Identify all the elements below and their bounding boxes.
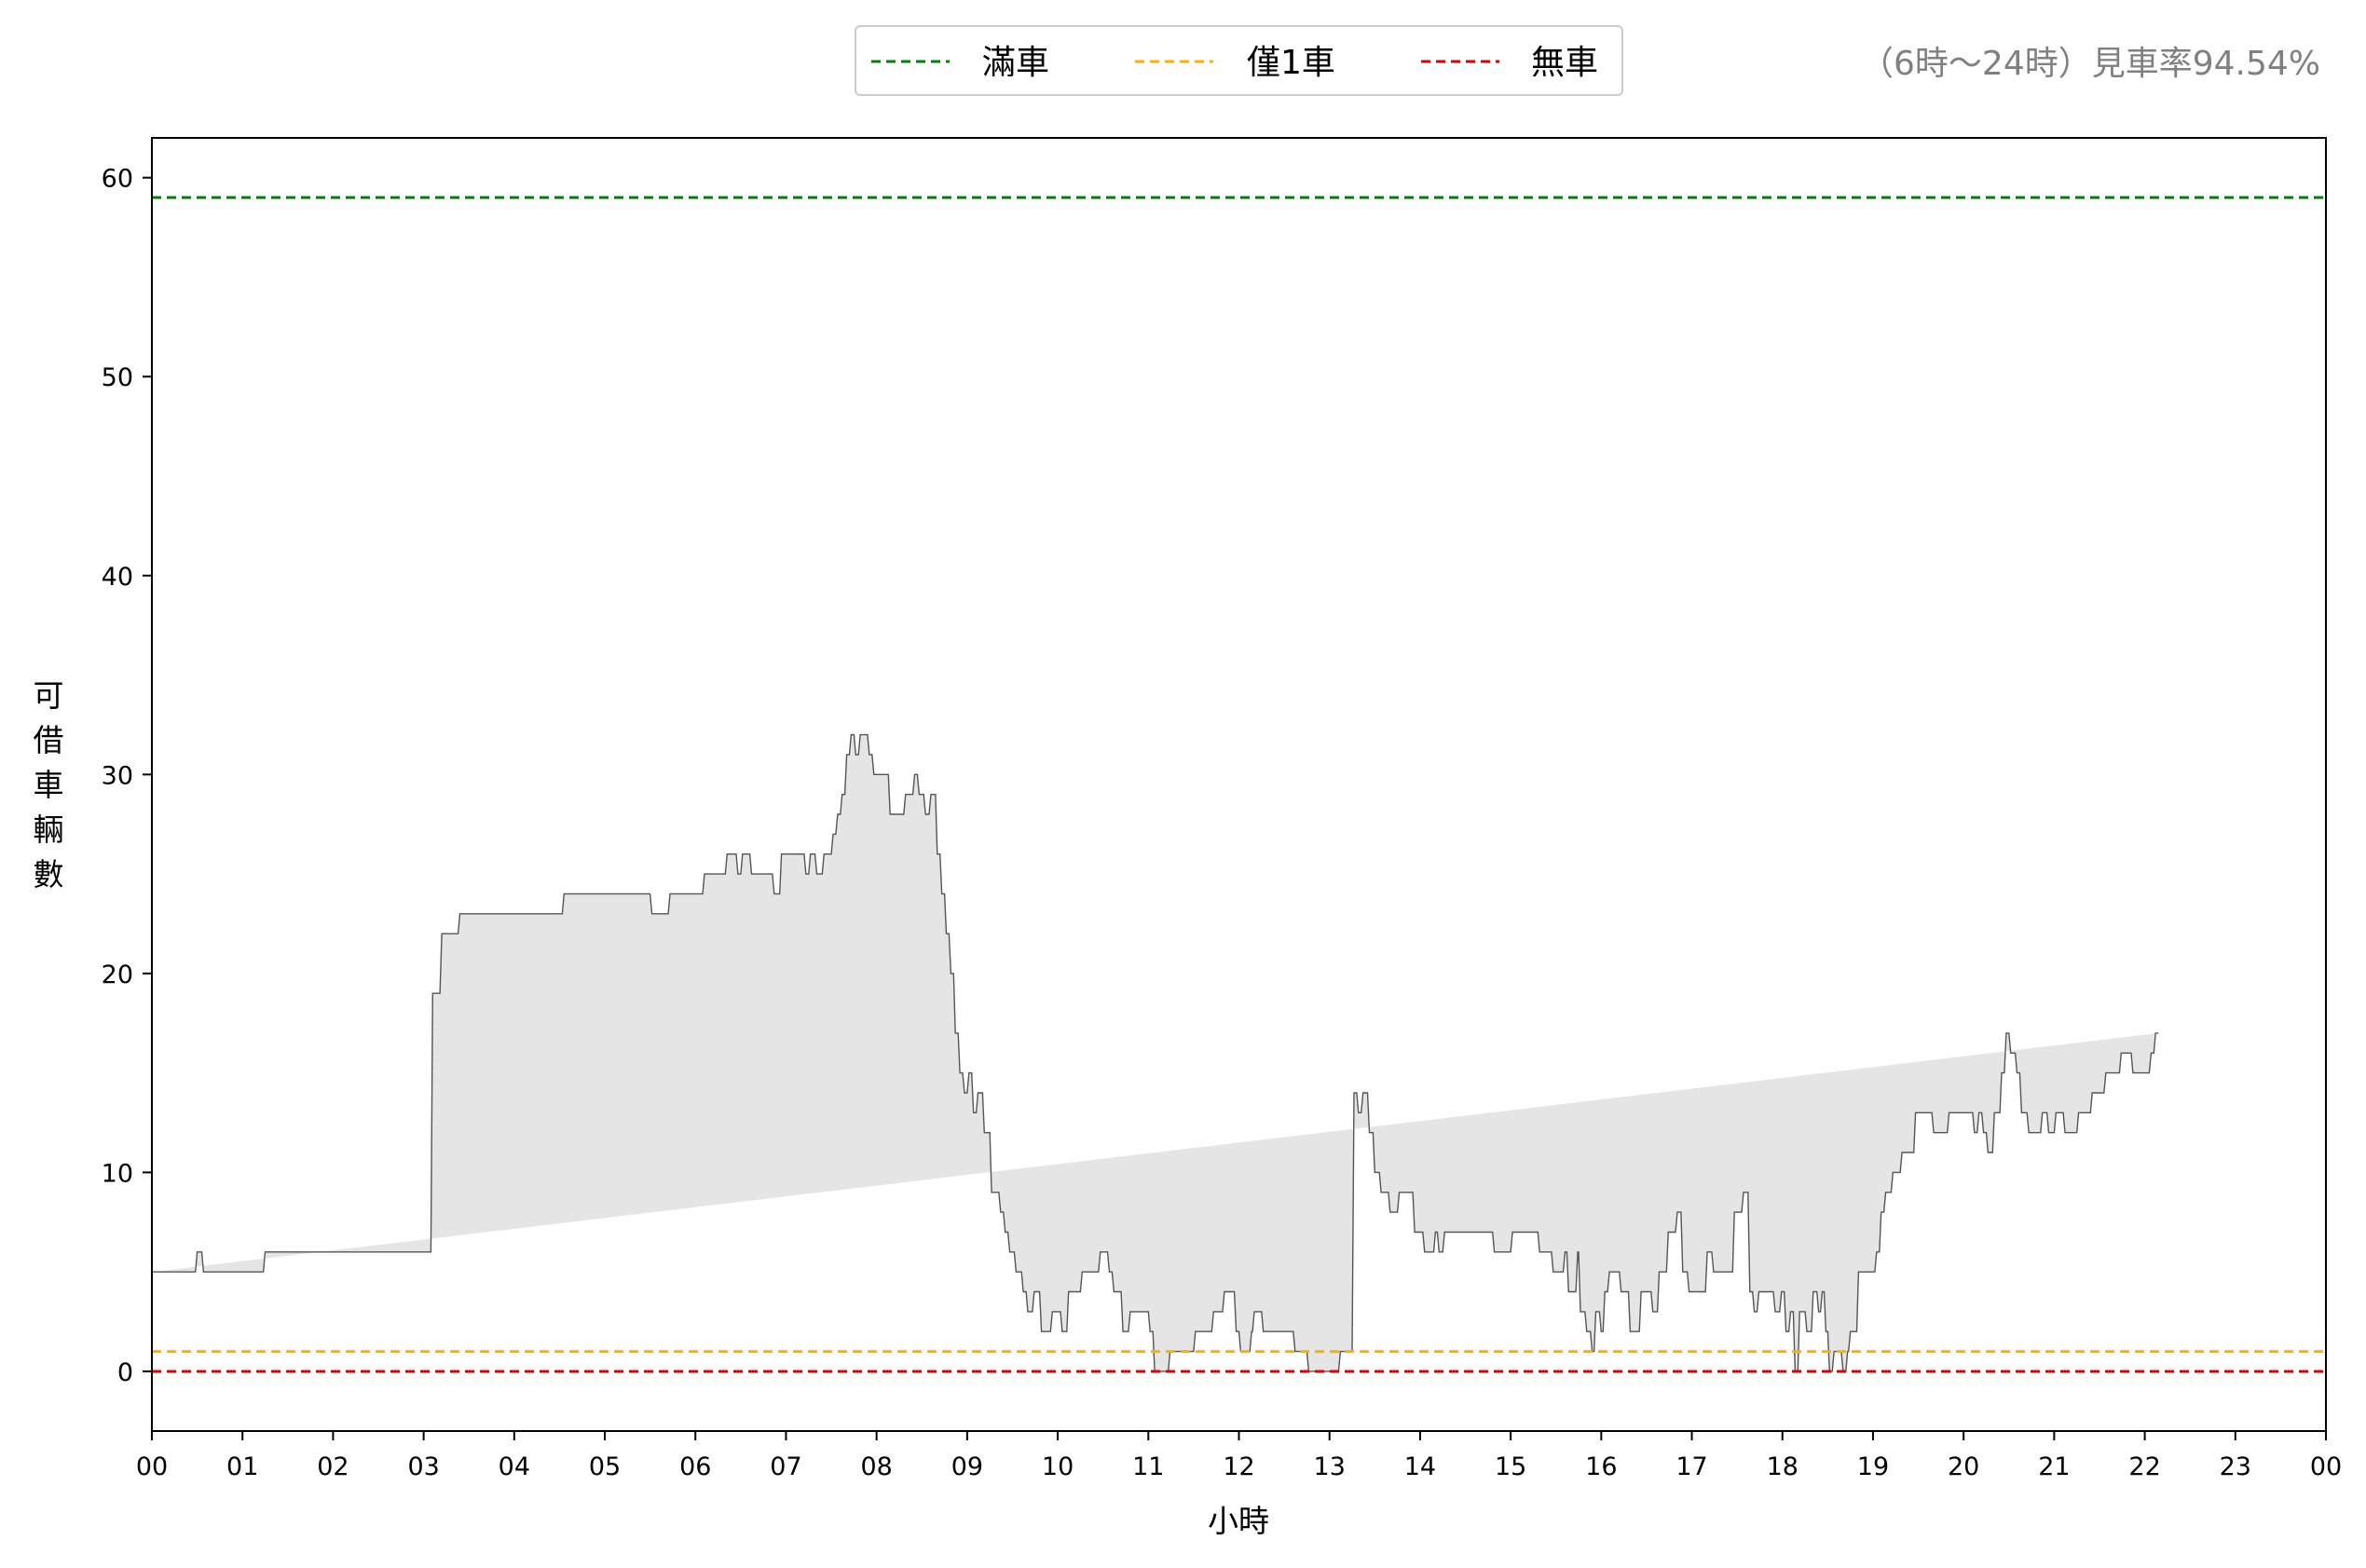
y-tick-label: 20 (102, 961, 133, 989)
x-tick-label: 00 (2310, 1452, 2342, 1481)
y-tick-label: 50 (102, 363, 133, 392)
legend-box (855, 25, 1623, 96)
x-tick-label: 17 (1675, 1452, 1707, 1481)
series-line (152, 733, 2159, 1372)
annotation-text: （6時～24時）見車率94.54% (1860, 45, 2320, 83)
x-tick-label: 21 (2038, 1452, 2070, 1481)
legend: 滿車 僅1車 無車 (855, 25, 1623, 96)
y-tick-label: 40 (102, 563, 133, 592)
x-tick-label: 06 (679, 1452, 711, 1481)
y-tick-label: 30 (102, 761, 133, 790)
x-axis-title: 小時 (1208, 1503, 1269, 1539)
x-tick-label: 10 (1042, 1452, 1074, 1481)
x-tick-label: 14 (1404, 1452, 1436, 1481)
y-tick-label: 0 (117, 1358, 133, 1387)
x-tick-label: 01 (226, 1452, 258, 1481)
legend-entry: 僅1車 (1135, 44, 1335, 82)
x-tick-label: 20 (1948, 1452, 1979, 1481)
y-axis: 0 10 20 30 40 50 60 (102, 165, 152, 1387)
plot-area (152, 733, 2159, 1372)
x-tick-label: 04 (499, 1452, 530, 1481)
x-tick-label: 07 (770, 1452, 801, 1481)
y-tick-label: 60 (102, 165, 133, 194)
x-tick-label: 09 (951, 1452, 983, 1481)
x-tick-label: 15 (1495, 1452, 1526, 1481)
legend-entry: 滿車 (871, 44, 1049, 82)
x-tick-label: 02 (317, 1452, 349, 1481)
x-tick-label: 05 (589, 1452, 621, 1481)
x-axis: 00 01 02 03 04 05 06 07 08 09 10 11 12 13 14 15 16 17 18 19… (136, 1431, 2342, 1481)
series-area (152, 734, 2159, 1371)
legend-label: 無車 (1531, 44, 1598, 82)
x-tick-label: 16 (1585, 1452, 1617, 1481)
y-axis-title: 可借車輛數 (34, 677, 64, 893)
x-tick-label: 00 (136, 1452, 168, 1481)
x-tick-label: 23 (2220, 1452, 2251, 1481)
y-tick-label: 10 (102, 1159, 133, 1188)
legend-label: 滿車 (982, 44, 1049, 82)
reference-lines (152, 196, 2326, 1373)
x-tick-label: 08 (860, 1452, 892, 1481)
x-tick-label: 19 (1857, 1452, 1889, 1481)
x-tick-label: 11 (1132, 1452, 1164, 1481)
x-tick-label: 03 (407, 1452, 439, 1481)
legend-label: 僅1車 (1247, 44, 1335, 82)
legend-entry: 無車 (1421, 44, 1598, 82)
x-tick-label: 13 (1314, 1452, 1346, 1481)
x-tick-label: 22 (2128, 1452, 2160, 1481)
x-tick-label: 12 (1223, 1452, 1254, 1481)
x-tick-label: 18 (1767, 1452, 1798, 1481)
